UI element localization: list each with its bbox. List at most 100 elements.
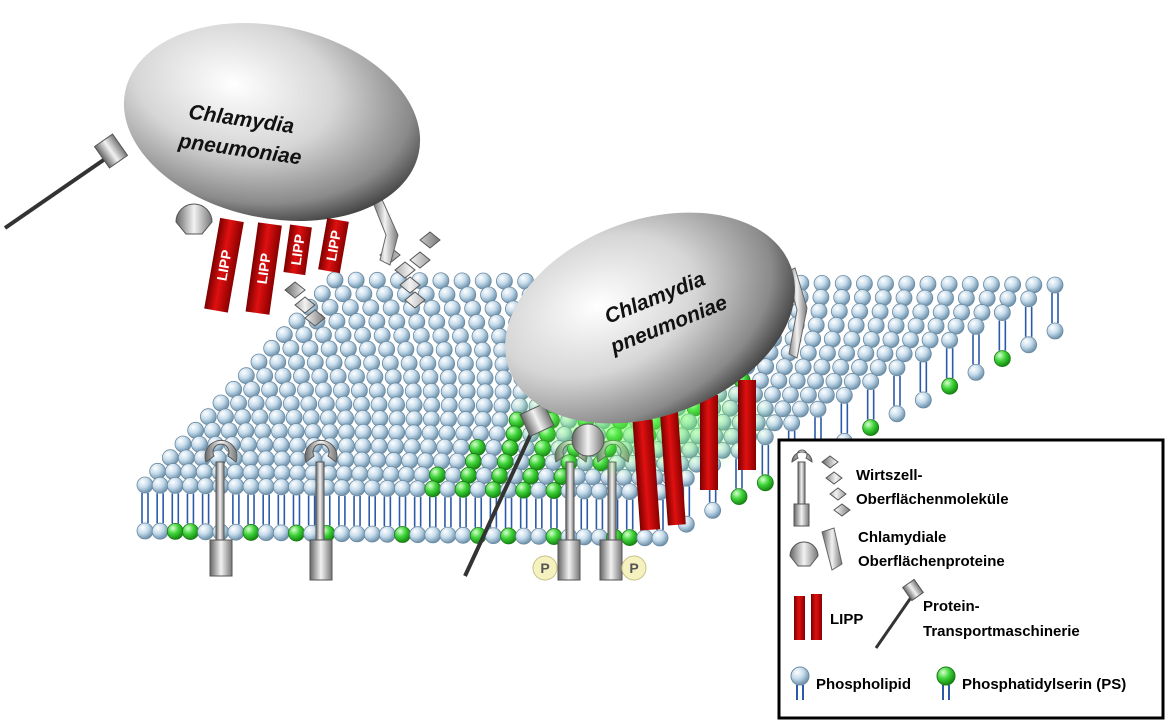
lipid-head	[452, 327, 469, 345]
lipid-head	[438, 424, 456, 442]
lipid-head	[251, 408, 269, 426]
lipid-head	[227, 523, 245, 541]
lipid-head	[227, 477, 245, 495]
lipid-head	[333, 382, 350, 399]
lipid-head	[475, 397, 493, 415]
lipid-head	[927, 317, 945, 335]
lipid-head	[812, 288, 830, 306]
lipid-head	[366, 465, 384, 483]
lipid-head	[862, 419, 880, 437]
lipid-head	[302, 409, 320, 427]
lipid-head	[856, 275, 873, 293]
lipid-head	[834, 275, 852, 292]
lipid-head	[265, 395, 283, 412]
lipid-head	[804, 330, 822, 348]
lipid-head	[916, 289, 934, 307]
lipid-head	[436, 438, 454, 456]
lipid-head	[387, 438, 404, 455]
lipid-head	[272, 524, 290, 542]
lipid-head	[857, 345, 875, 362]
legend-label: Phospholipid	[816, 676, 911, 693]
lipid-head	[636, 529, 654, 547]
lipid-head	[271, 422, 288, 440]
lipid-head	[895, 289, 913, 307]
lipid-head	[151, 476, 169, 494]
lipid-head	[937, 289, 954, 307]
lipid-head	[257, 478, 275, 496]
lipid-head	[335, 395, 353, 413]
phospho-groups: P P	[532, 555, 647, 581]
lipid-head	[348, 479, 366, 497]
lipid-head	[1020, 290, 1038, 308]
lipid-head	[888, 405, 906, 423]
legend-label: Chlamydiale Oberflächenproteine	[858, 529, 1005, 570]
lipid-head	[247, 394, 265, 412]
lipid-head	[500, 527, 517, 545]
lipid-head	[448, 313, 466, 331]
lipid-head	[424, 526, 442, 544]
lipid-head	[898, 275, 916, 293]
lipid-head	[333, 479, 351, 497]
legend-label: Phosphatidylserin (PS)	[962, 676, 1126, 693]
lipid-head	[432, 327, 450, 345]
lipid-head	[621, 483, 639, 500]
bacterium: Chlamydia pneumoniae LIPP LIPP LIPP LIPP	[3, 23, 421, 315]
lipid-head	[941, 331, 959, 349]
lipid-head	[800, 386, 817, 404]
lipid-head	[902, 331, 919, 349]
lipid-head	[835, 386, 853, 404]
lipid-head	[419, 438, 437, 456]
lipid-head	[335, 465, 353, 483]
lipid-head	[530, 481, 548, 499]
lipid-head	[862, 373, 880, 391]
lipid-head	[491, 328, 508, 345]
lipid-head	[180, 463, 198, 481]
lipid-head	[409, 480, 427, 498]
lipid-head	[967, 317, 985, 335]
lipid-head	[983, 276, 1000, 293]
lipid-head	[621, 529, 639, 546]
lipid-head	[439, 480, 457, 498]
lipid-head	[321, 299, 339, 316]
lipid-head	[376, 285, 394, 303]
lipid-head	[439, 526, 457, 544]
legend-label: LIPP	[830, 611, 863, 628]
lipid-head	[368, 382, 386, 400]
lipid-head	[363, 354, 380, 372]
lipid-head	[182, 523, 199, 541]
lipid-head	[810, 302, 828, 320]
lipid-head	[454, 526, 472, 544]
lipid-head	[537, 467, 555, 485]
lipid-head	[204, 422, 221, 439]
lipid-head	[843, 373, 861, 390]
lipid-head	[300, 395, 318, 413]
lipid-head	[409, 526, 427, 544]
lipid-head	[368, 271, 386, 289]
lipid-head	[941, 377, 959, 395]
lipid-head	[257, 524, 275, 542]
lipid-head	[285, 409, 303, 426]
lipid-head	[174, 435, 192, 453]
lipid-head	[794, 358, 812, 376]
lipid-head	[919, 275, 937, 293]
lipid-head	[419, 355, 437, 372]
lipid-head	[334, 285, 352, 303]
lipid-head	[161, 449, 179, 467]
lipid-head	[342, 299, 359, 317]
lipid-head	[362, 299, 380, 317]
phospho-label: P	[629, 560, 638, 576]
lipid-head	[485, 439, 503, 457]
lipp-label: LIPP	[323, 229, 344, 262]
lipid-head	[704, 501, 722, 519]
lipid-head	[275, 326, 293, 344]
lipid-head	[993, 350, 1011, 368]
lipid-head	[424, 480, 442, 498]
lipid-head	[838, 344, 856, 362]
lipid-head	[412, 327, 430, 345]
lipid-head	[268, 409, 286, 426]
lipid-head	[313, 285, 331, 303]
lipid-head	[947, 317, 965, 335]
lipid-head	[394, 480, 411, 497]
lipid-head	[457, 411, 475, 428]
lipid-head	[854, 289, 871, 306]
